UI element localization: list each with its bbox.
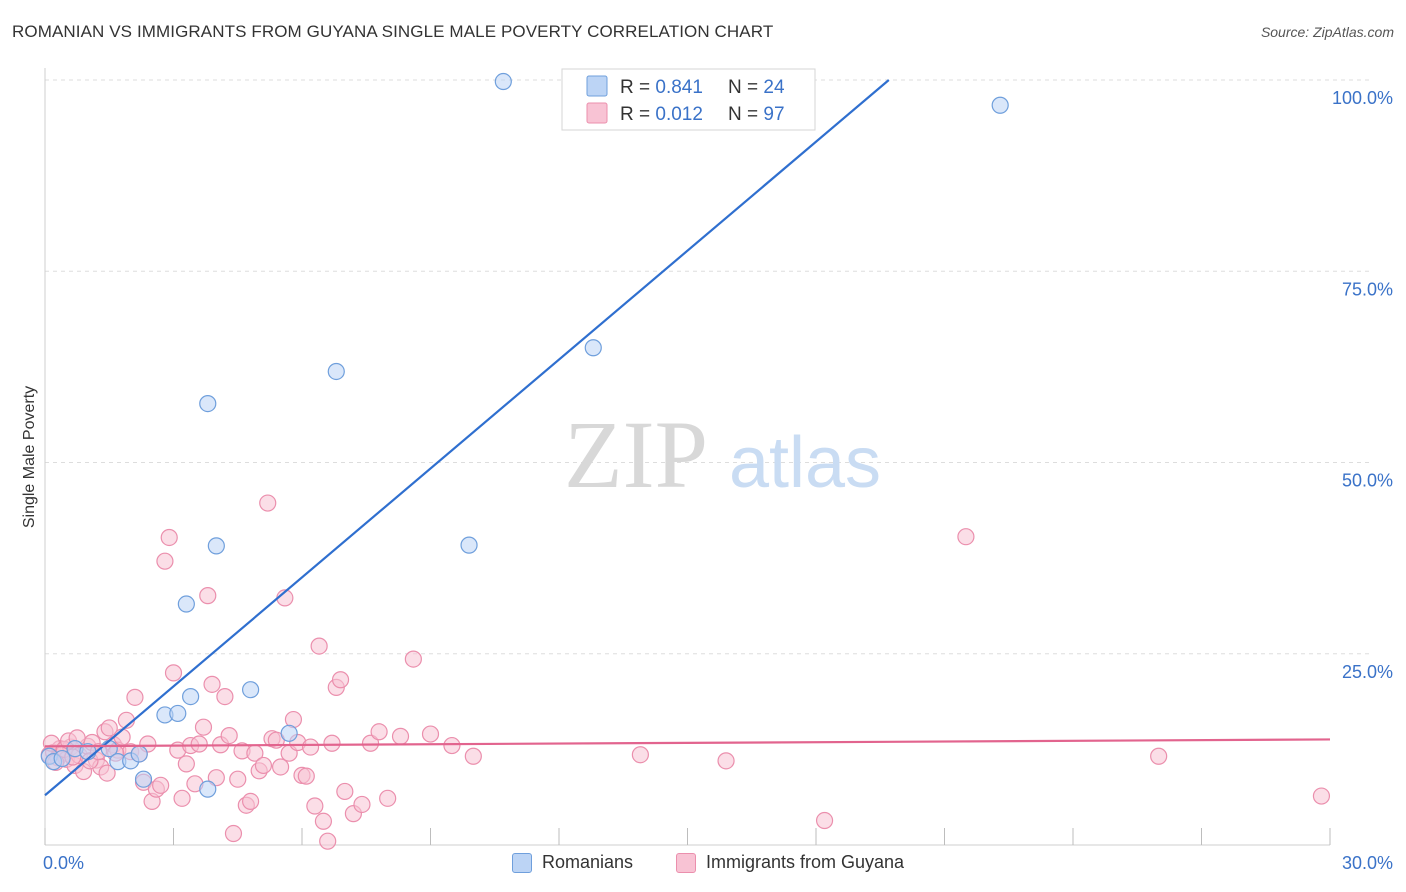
romanians-swatch <box>512 852 532 873</box>
romanian-point <box>280 724 298 742</box>
guyana-point <box>631 746 649 764</box>
legend-item-guyana[interactable]: Immigrants from Guyana <box>676 852 904 873</box>
guyana-point <box>113 728 131 746</box>
guyana-trend-line <box>44 738 1331 748</box>
guyana-point <box>301 738 320 756</box>
romanian-point <box>134 770 153 788</box>
tick-labels: 25.0% 50.0% 75.0% 100.0% 0.0% 30.0% <box>43 88 1393 873</box>
romanian-point <box>991 96 1009 114</box>
romanian-point <box>53 749 71 768</box>
guyana-point <box>379 789 397 807</box>
guyana-point <box>152 776 170 794</box>
guyana-point <box>98 764 116 782</box>
guyana-point <box>229 770 247 788</box>
guyana-point <box>297 767 315 785</box>
legend-label-romanians: Romanians <box>542 852 634 872</box>
guyana-point <box>443 736 461 755</box>
romanian-points <box>40 72 1009 798</box>
romanian-trend-line <box>44 79 890 797</box>
romanian-point <box>494 72 512 91</box>
guyana-point <box>370 723 388 741</box>
correlation-legend: R = 0.841 N = 24 R = 0.012 N = 97 <box>561 68 816 131</box>
guyana-point <box>464 747 482 765</box>
guyana-point <box>100 719 118 737</box>
guyana-point <box>190 735 208 753</box>
guyana-point <box>220 727 238 745</box>
legend-n-romanians: N = 24 <box>728 77 785 98</box>
chart-title: ROMANIAN VS IMMIGRANTS FROM GUYANA SINGL… <box>12 22 774 41</box>
guyana-point <box>310 637 328 655</box>
guyana-point <box>164 664 183 682</box>
romanian-point <box>182 687 200 706</box>
x-tick-label-min: 0.0% <box>43 853 84 873</box>
romanian-point <box>327 362 345 381</box>
romanian-point <box>242 681 260 699</box>
legend-row-romanians: R = 0.841 <box>620 77 703 98</box>
guyana-point <box>361 734 380 752</box>
bottom-legend: Romanians Immigrants from Guyana <box>0 852 1406 876</box>
romanian-point <box>460 536 478 554</box>
gridlines <box>45 79 1370 655</box>
guyana-point <box>1150 747 1168 765</box>
romanian-point <box>199 394 217 413</box>
y-tick-label: 50.0% <box>1342 471 1393 491</box>
axes <box>44 68 1331 846</box>
watermark-zip: ZIP <box>564 401 708 508</box>
guyana-point <box>319 832 337 850</box>
romanian-point <box>584 339 602 357</box>
guyana-point <box>126 688 144 706</box>
guyana-point <box>323 734 341 752</box>
guyana-point <box>216 687 234 706</box>
legend-item-romanians[interactable]: Romanians <box>512 852 633 873</box>
zipatlas-watermark: ZIP atlas <box>564 401 881 508</box>
romanian-point <box>130 745 148 763</box>
guyana-point <box>331 671 350 689</box>
legend-n-guyana: N = 97 <box>728 104 785 125</box>
guyana-point <box>717 752 735 770</box>
guyana-points <box>40 494 1331 850</box>
guyana-point <box>306 797 324 815</box>
x-tick-label-max: 30.0% <box>1342 853 1393 873</box>
guyana-point <box>156 552 174 570</box>
romanian-point <box>207 537 225 555</box>
guyana-point <box>242 792 260 810</box>
romanian-point <box>169 704 187 723</box>
y-tick-label: 25.0% <box>1342 662 1393 682</box>
guyana-point <box>353 795 371 814</box>
guyana-point <box>224 824 243 843</box>
romanian-point <box>199 780 217 798</box>
guyana-point <box>254 756 273 775</box>
legend-swatch-guyana <box>586 102 608 124</box>
legend-swatch-romanians <box>586 75 608 97</box>
guyana-point <box>173 789 191 807</box>
legend-label-guyana: Immigrants from Guyana <box>706 852 905 872</box>
guyana-point <box>1312 787 1331 805</box>
watermark-atlas: atlas <box>729 423 881 503</box>
y-tick-label: 75.0% <box>1342 279 1393 299</box>
guyana-point <box>194 718 213 736</box>
guyana-point <box>203 675 221 693</box>
legend-row-guyana: R = 0.012 <box>620 104 703 125</box>
guyana-point <box>314 812 333 830</box>
guyana-point <box>259 494 277 512</box>
romanian-point <box>177 595 195 613</box>
guyana-point <box>160 528 178 547</box>
guyana-point <box>207 769 225 787</box>
guyana-point <box>199 587 217 605</box>
y-tick-label: 100.0% <box>1332 88 1393 108</box>
guyana-swatch <box>676 852 696 873</box>
guyana-point <box>177 755 195 773</box>
guyana-point <box>271 758 290 776</box>
guyana-point <box>421 725 440 743</box>
guyana-point <box>391 727 410 745</box>
guyana-point <box>404 650 422 668</box>
guyana-point <box>957 528 975 546</box>
guyana-point <box>336 782 354 801</box>
source-credit: Source: ZipAtlas.com <box>1260 24 1394 40</box>
trend-lines <box>44 79 1331 797</box>
guyana-point <box>815 811 834 830</box>
